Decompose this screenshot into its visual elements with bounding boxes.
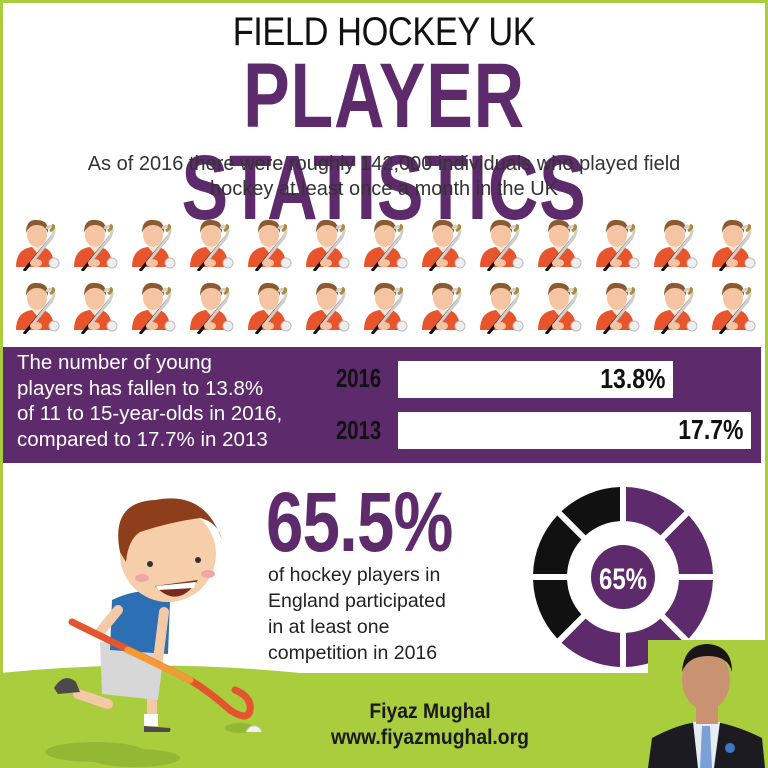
hockey-player-icon [10, 213, 68, 273]
hockey-player-icon [706, 276, 764, 336]
boy-hockey-illustration [54, 498, 263, 732]
donut-segment-empty [533, 579, 582, 639]
donut-segment-filled [664, 579, 713, 639]
players-row [10, 213, 768, 273]
hockey-player-icon [648, 276, 706, 336]
competition-percent: 65.5% [266, 475, 453, 569]
text-line: of 11 to 15-year-olds in 2016, [17, 402, 283, 425]
hockey-player-icon [68, 276, 126, 336]
text-line: players has fallen to 13.8% [17, 376, 264, 400]
hockey-player-icon [532, 213, 590, 273]
hockey-player-icon [474, 276, 532, 336]
year-label-2016: 2016 [336, 363, 382, 393]
author-name: Fiyaz Mughal [369, 700, 491, 723]
hockey-player-icon [474, 213, 532, 273]
author-portrait [648, 640, 765, 768]
hockey-player-icon [416, 213, 474, 273]
hockey-player-icon [590, 213, 648, 273]
year-label-2013: 2013 [336, 415, 382, 445]
text-line: competition in 2016 [268, 642, 438, 664]
young-players-text: The number of young players has fallen t… [17, 350, 327, 452]
author-website[interactable]: www.fiyazmughal.org [331, 726, 529, 749]
donut-segment-empty [533, 515, 582, 575]
bar-2013: 17.7% [398, 412, 751, 449]
donut-segment-filled [664, 515, 713, 575]
hockey-player-icon [242, 213, 300, 273]
bar-2016: 13.8% [398, 361, 673, 398]
players-row [10, 276, 768, 336]
players-grid [10, 213, 768, 339]
donut-label: 65% [599, 561, 647, 595]
hockey-player-icon [184, 276, 242, 336]
donut-segment-filled [625, 487, 685, 536]
hockey-player-icon [300, 213, 358, 273]
title-top: FIELD HOCKEY UK [232, 10, 536, 54]
subtitle-line-1: As of 2016 there were roughly 142,000 in… [87, 153, 681, 175]
text-line: of hockey players in [268, 564, 441, 586]
subtitle-line-2: hockey at least once a month in the UK [210, 178, 558, 200]
hockey-player-icon [358, 276, 416, 336]
hockey-player-icon [706, 213, 764, 273]
page-title: PLAYER STATISTICS [181, 45, 587, 239]
text-line: England participated [268, 590, 446, 612]
hockey-player-icon [126, 213, 184, 273]
subtitle: As of 2016 there were roughly 142,000 in… [30, 152, 738, 202]
hockey-player-icon [358, 213, 416, 273]
hockey-player-icon [532, 276, 590, 336]
hockey-player-icon [590, 276, 648, 336]
hockey-player-icon [68, 213, 126, 273]
text-line: in at least one [268, 616, 390, 638]
green-ground [0, 665, 768, 768]
donut-segment-empty [561, 487, 621, 536]
donut-center [591, 545, 655, 609]
hockey-player-icon [10, 276, 68, 336]
young-players-panel: The number of young players has fallen t… [3, 347, 761, 463]
hockey-player-icon [416, 276, 474, 336]
competition-description: of hockey players in England participate… [268, 562, 518, 666]
bar-value-2013: 17.7% [677, 414, 743, 445]
hockey-player-icon [184, 213, 242, 273]
hockey-player-icon [126, 276, 184, 336]
donut-segment-filled [561, 618, 621, 667]
hockey-player-icon [300, 276, 358, 336]
bar-value-2016: 13.8% [599, 363, 665, 394]
text-line: compared to 17.7% in 2013 [17, 427, 268, 451]
text-line: The number of young [17, 351, 212, 374]
hockey-player-icon [242, 276, 300, 336]
hockey-player-icon [648, 213, 706, 273]
